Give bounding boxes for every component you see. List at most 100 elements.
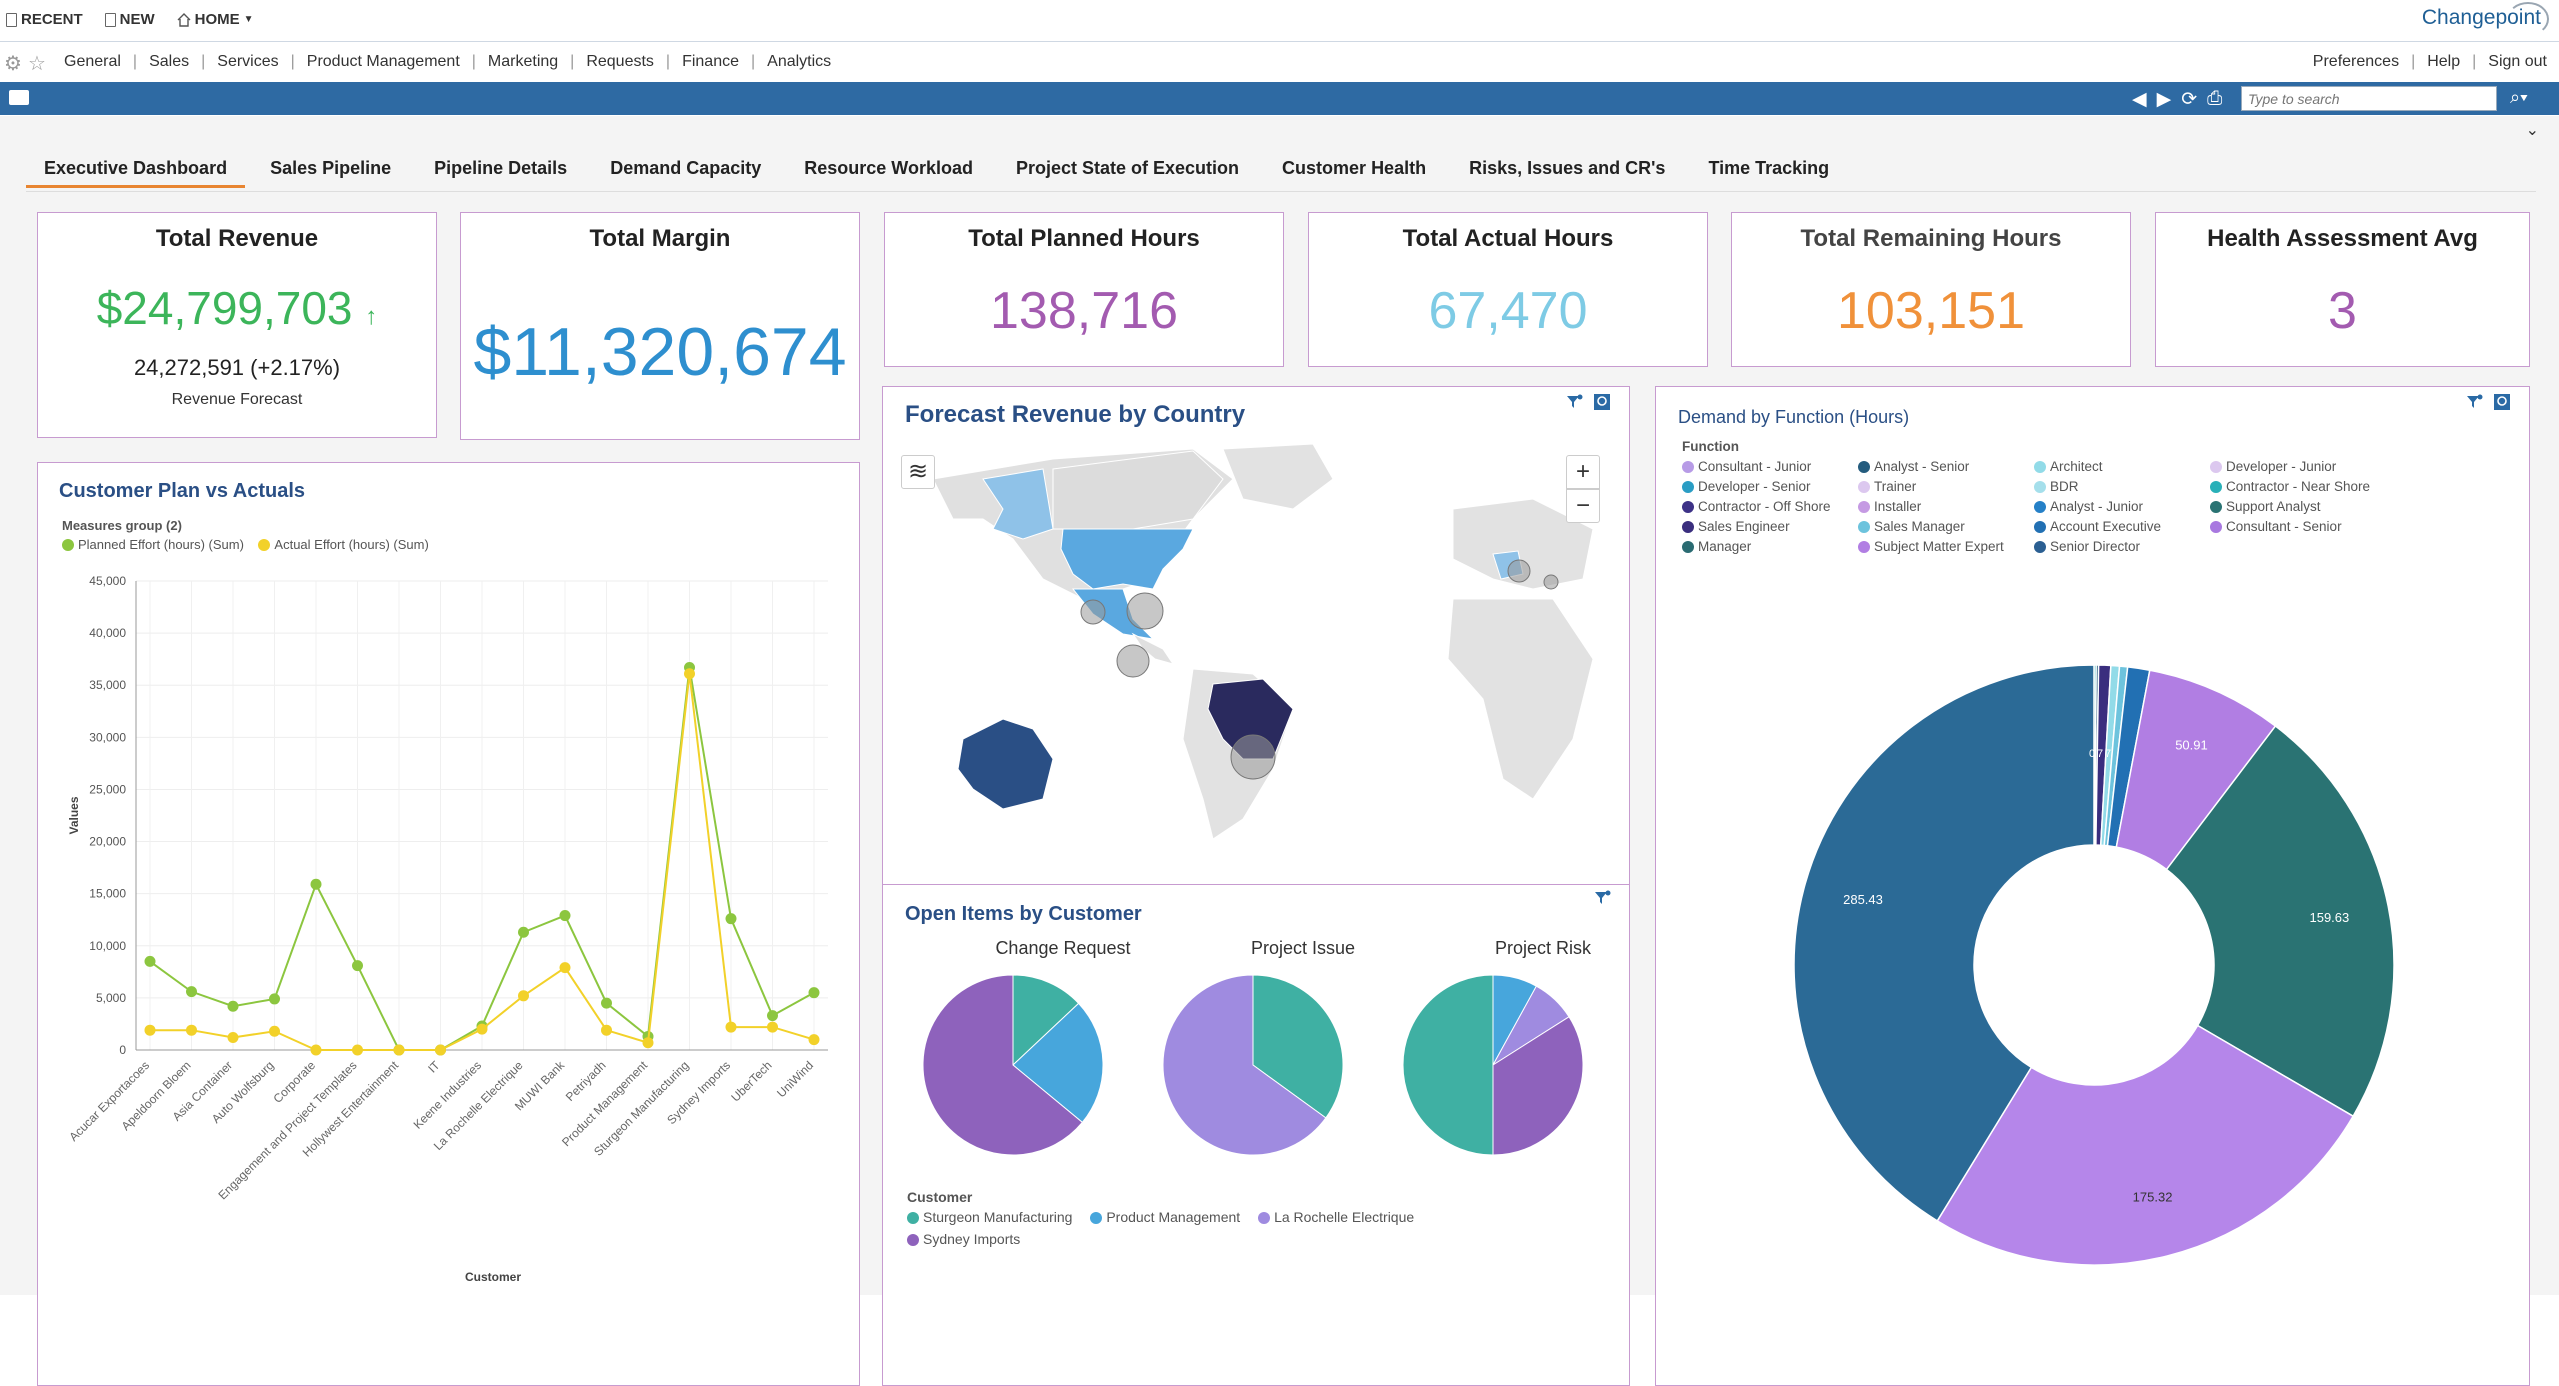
help-link[interactable]: Help (2427, 53, 2461, 70)
filter-icon[interactable] (1593, 889, 1611, 907)
legend-item[interactable]: Subject Matter Expert (1858, 539, 2034, 554)
pie-slice[interactable] (1402, 974, 1494, 1156)
legend-item[interactable]: Analyst - Senior (1858, 459, 2034, 474)
legend-item[interactable]: Sales Manager (1858, 519, 2034, 534)
data-point[interactable] (269, 993, 280, 1005)
data-point[interactable] (186, 986, 197, 998)
map-alaska[interactable] (982, 468, 1054, 540)
pie-slice[interactable] (1492, 1016, 1584, 1156)
data-point[interactable] (393, 1044, 405, 1056)
legend-item[interactable]: Sydney Imports (907, 1231, 1020, 1247)
legend-item[interactable]: La Rochelle Electrique (1258, 1209, 1414, 1225)
menu-item-finance[interactable]: Finance (682, 53, 739, 70)
data-point[interactable] (310, 1044, 322, 1056)
data-point[interactable] (808, 987, 820, 999)
data-point[interactable] (559, 962, 571, 974)
new-button[interactable]: NEW (104, 11, 155, 28)
menu-item-requests[interactable]: Requests (586, 53, 654, 70)
map-bubble[interactable] (1126, 592, 1164, 630)
menu-item-general[interactable]: General (64, 53, 121, 70)
legend-item[interactable]: Actual Effort (hours) (Sum) (258, 537, 429, 552)
tab-resource-workload[interactable]: Resource Workload (804, 158, 973, 178)
sign-out-link[interactable]: Sign out (2488, 53, 2547, 70)
preferences-link[interactable]: Preferences (2312, 53, 2400, 70)
legend-item[interactable]: Trainer (1858, 479, 2034, 494)
menu-item-marketing[interactable]: Marketing (487, 53, 559, 70)
donut-slice[interactable] (1936, 1024, 2355, 1266)
data-point[interactable] (642, 1037, 654, 1049)
legend-item[interactable]: Consultant - Junior (1682, 459, 1858, 474)
legend-item[interactable]: Developer - Junior (2210, 459, 2386, 474)
menu-item-services[interactable]: Services (217, 53, 279, 70)
donut-slice[interactable] (1793, 664, 2095, 1222)
back-icon[interactable]: ◀ (2132, 89, 2147, 110)
legend-item[interactable]: Contractor - Near Shore (2210, 479, 2386, 494)
data-point[interactable] (808, 1034, 820, 1046)
search-input[interactable] (2241, 86, 2497, 111)
menu-item-product-management[interactable]: Product Management (306, 53, 460, 70)
pie-slice[interactable] (1252, 974, 1344, 1119)
print-icon[interactable]: ⎙ (2207, 88, 2223, 109)
data-point[interactable] (476, 1023, 488, 1035)
data-point[interactable] (684, 668, 695, 680)
legend-item[interactable]: Product Management (1090, 1209, 1240, 1225)
data-point[interactable] (601, 1024, 612, 1036)
pie-slice[interactable] (1162, 974, 1327, 1156)
data-point[interactable] (144, 1024, 156, 1036)
info-icon[interactable] (2493, 393, 2511, 411)
info-icon[interactable] (1593, 393, 1611, 411)
legend-item[interactable]: Contractor - Off Shore (1682, 499, 1858, 514)
data-point[interactable] (518, 926, 529, 938)
map-bubble[interactable] (1543, 574, 1559, 590)
map-bubble[interactable] (1080, 599, 1106, 625)
tab-sales-pipeline[interactable]: Sales Pipeline (270, 158, 392, 178)
data-point[interactable] (186, 1024, 197, 1036)
tab-risks-issues[interactable]: Risks, Issues and CR's (1469, 158, 1666, 178)
legend-item[interactable]: Sales Engineer (1682, 519, 1858, 534)
legend-item[interactable]: Analyst - Junior (2034, 499, 2210, 514)
recent-button[interactable]: RECENT (6, 11, 83, 28)
legend-item[interactable]: Senior Director (2034, 539, 2210, 554)
data-point[interactable] (559, 910, 571, 922)
refresh-icon[interactable]: ⟳ (2181, 89, 2198, 110)
data-point[interactable] (435, 1044, 446, 1056)
data-point[interactable] (725, 913, 737, 925)
home-button[interactable]: HOME ▼ (177, 11, 254, 28)
data-point[interactable] (352, 960, 363, 972)
pie-slice[interactable] (922, 974, 1084, 1156)
zoom-out-button[interactable]: − (1566, 489, 1600, 523)
legend-item[interactable]: BDR (2034, 479, 2210, 494)
map-bubble[interactable] (1116, 644, 1150, 678)
legend-item[interactable]: Account Executive (2034, 519, 2210, 534)
map-bubble[interactable] (1230, 734, 1276, 780)
menu-item-sales[interactable]: Sales (149, 53, 190, 70)
legend-item[interactable]: Developer - Senior (1682, 479, 1858, 494)
legend-item[interactable]: Support Analyst (2210, 499, 2386, 514)
tab-demand-capacity[interactable]: Demand Capacity (610, 158, 762, 178)
world-map[interactable] (893, 439, 1617, 845)
tab-project-state[interactable]: Project State of Execution (1015, 158, 1240, 178)
menu-item-analytics[interactable]: Analytics (767, 53, 832, 70)
tab-customer-health[interactable]: Customer Health (1282, 158, 1427, 178)
legend-item[interactable]: Consultant - Senior (2210, 519, 2386, 534)
search-icon[interactable]: ⌕▾ (2510, 87, 2528, 107)
filter-icon[interactable] (2465, 393, 2483, 411)
tab-pipeline-details[interactable]: Pipeline Details (434, 158, 568, 178)
folder-icon[interactable] (9, 90, 29, 105)
pie-slice[interactable] (1012, 1002, 1104, 1124)
map-bubble[interactable] (1507, 559, 1531, 583)
data-point[interactable] (144, 955, 156, 967)
data-point[interactable] (352, 1044, 363, 1056)
legend-item[interactable]: Architect (2034, 459, 2210, 474)
donut-slice[interactable] (2165, 725, 2395, 1118)
legend-item[interactable]: Installer (1858, 499, 2034, 514)
layers-icon[interactable]: ≋ (901, 455, 935, 489)
data-point[interactable] (725, 1021, 737, 1033)
pie-slice[interactable] (1012, 974, 1080, 1067)
data-point[interactable] (269, 1025, 280, 1037)
data-point[interactable] (767, 1021, 778, 1033)
data-point[interactable] (227, 1031, 239, 1043)
data-point[interactable] (601, 997, 612, 1009)
gear-icon[interactable]: ⚙ (4, 53, 22, 75)
legend-item[interactable]: Manager (1682, 539, 1858, 554)
